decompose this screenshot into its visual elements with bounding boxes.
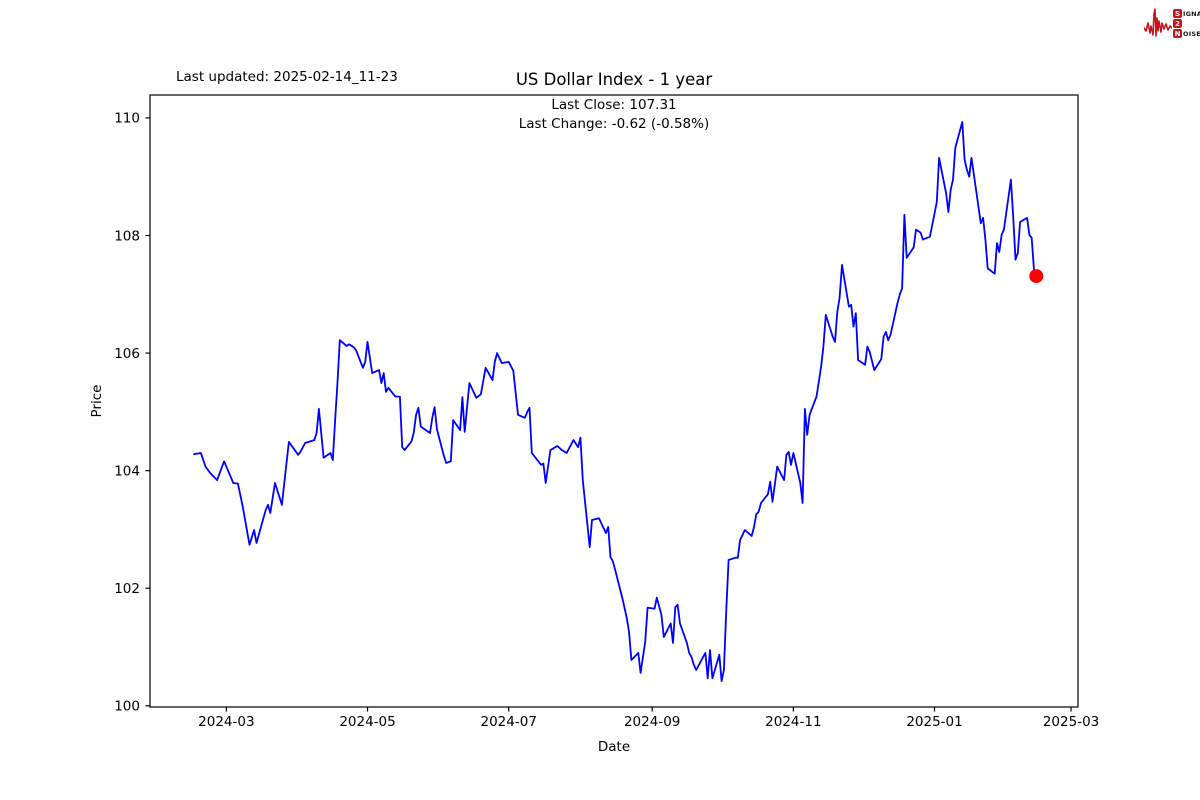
y-axis-label: Price [89,384,105,418]
x-tick-label: 2024-07 [481,714,537,730]
y-tick-label: 104 [114,463,140,479]
plot-border [149,94,1079,708]
logo-letter-2: 2 [1173,19,1182,28]
last-change-text: Last Change: -0.62 (-0.58%) [518,115,710,132]
chart-subtitle: Last Close: 107.31 Last Change: -0.62 (-… [150,96,1078,133]
chart-title: US Dollar Index - 1 year [515,70,713,89]
y-tick-label: 108 [114,228,140,244]
signal2noise-logo: S IGNAL 2 N OISE [1144,6,1200,44]
logo-row-signal: S IGNAL [1173,9,1200,18]
y-tick-label: 106 [114,346,140,362]
y-tick-label: 110 [114,111,140,127]
last-close-text: Last Close: 107.31 [551,97,677,113]
logo-letter-s: S [1173,9,1182,18]
x-tick-label: 2024-03 [198,714,254,730]
price-line [193,121,1038,682]
waveform-icon [1144,8,1172,37]
x-tick-label: 2025-03 [1043,714,1099,730]
logo-letter-n: N [1173,29,1182,38]
last-updated-text: Last updated: 2025-02-14_11-23 [176,69,398,85]
y-tick-label: 102 [114,581,140,597]
x-tick-label: 2024-11 [765,714,821,730]
logo-row-2: 2 [1173,19,1200,28]
x-axis-label: Date [597,739,631,755]
logo-word-oise: OISE [1183,29,1200,38]
x-tick-label: 2024-05 [339,714,395,730]
x-tick-label: 2025-01 [906,714,962,730]
y-tick-label: 100 [114,699,140,715]
logo-row-noise: N OISE [1173,29,1200,38]
logo-word-ignal: IGNAL [1183,9,1200,18]
x-tick-label: 2024-09 [624,714,680,730]
last-price-marker [1029,269,1044,284]
